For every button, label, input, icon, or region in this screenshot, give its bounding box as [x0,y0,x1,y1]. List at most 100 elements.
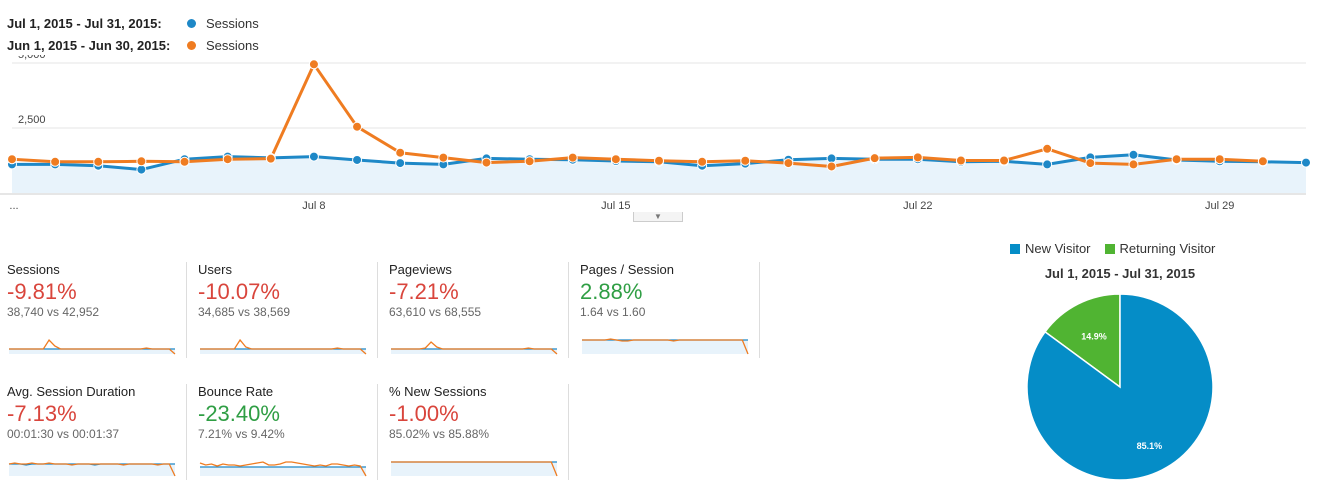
legend-current[interactable]: Jul 1, 2015 - Jul 31, 2015: Sessions [7,12,259,34]
spark-area [582,340,748,354]
sessions-line-chart[interactable]: 5,000 2,500... Jul 8 Jul 15 Jul 22 Jul 29 [0,55,1324,215]
pie-slice-new-visitor[interactable] [1026,293,1214,481]
spark-area [200,467,366,476]
previous-point[interactable] [1171,154,1182,165]
legend-current-metric: Sessions [206,15,259,31]
metric-change: -9.81% [7,279,77,304]
pie-legend: New Visitor Returning Visitor [1010,241,1215,256]
x-tick-label: Jul 29 [1205,200,1234,212]
previous-point[interactable] [1257,156,1268,167]
metric-sparkline [582,338,749,355]
previous-point[interactable] [352,121,363,132]
metric-tile[interactable]: Pages / Session 2.88% 1.64 vs 1.60 [580,262,760,358]
previous-point[interactable] [912,152,923,163]
spark-area [391,349,557,354]
metric-sparkline [8,462,176,477]
y-tick-label: 2,500 [18,114,46,126]
spark-previous-line [9,338,176,355]
previous-point[interactable] [222,154,233,165]
spark-area [391,462,557,476]
spark-area [9,349,175,354]
x-tick-label: Jul 15 [601,200,630,212]
previous-point[interactable] [697,156,708,167]
collapse-chart-handle[interactable]: ▼ [633,212,683,222]
current-point[interactable] [1301,157,1311,168]
x-tick-label: Jul 22 [903,200,932,212]
metric-tile[interactable]: Users -10.07% 34,685 vs 38,569 [198,262,378,358]
previous-point[interactable] [869,153,880,164]
previous-point[interactable] [179,156,190,167]
previous-point[interactable] [265,153,276,164]
metric-compare: 63,610 vs 68,555 [389,305,482,319]
metric-tile[interactable]: Pageviews -7.21% 63,610 vs 68,555 [389,262,569,358]
current-point[interactable] [395,158,406,169]
previous-point[interactable] [524,156,535,167]
pie-slice-label: 14.9% [1081,332,1107,342]
metric-compare: 7.21% vs 9.42% [198,427,285,441]
previous-point[interactable] [7,154,17,165]
pie-legend-new[interactable]: New Visitor [1025,241,1091,256]
x-tick-label: Jul 8 [302,200,325,212]
metric-title: Bounce Rate [198,384,274,399]
returning-visitor-swatch [1104,243,1115,254]
spark-area [200,349,366,354]
previous-point[interactable] [610,154,621,165]
metric-title: % New Sessions [389,384,487,399]
spark-previous-line [199,461,367,477]
previous-point[interactable] [826,161,837,172]
legend-current-range: Jul 1, 2015 - Jul 31, 2015: [7,15,162,31]
previous-point[interactable] [438,152,449,163]
current-point[interactable] [1042,159,1053,170]
current-point[interactable] [136,164,147,175]
previous-point[interactable] [783,158,794,169]
pie-slice-label: 85.1% [1137,441,1163,451]
current-point[interactable] [352,154,363,165]
previous-point[interactable] [136,156,147,167]
previous-point[interactable] [308,59,319,70]
metric-tile[interactable]: Avg. Session Duration -7.13% 00:01:30 vs 0… [7,384,187,480]
previous-point[interactable] [654,155,664,166]
legend-previous[interactable]: Jun 1, 2015 - Jun 30, 2015: Sessions [7,34,259,56]
metric-tile[interactable]: Bounce Rate -23.40% 7.21% vs 9.42% [198,384,378,480]
spark-previous-line [8,462,176,477]
previous-point[interactable] [567,152,578,163]
current-area [12,154,1306,193]
new-visitor-swatch [1010,243,1020,254]
previous-point[interactable] [50,156,61,167]
pie-legend-returning[interactable]: Returning Visitor [1119,241,1216,256]
previous-point[interactable] [1214,154,1225,165]
pie-title: Jul 1, 2015 - Jul 31, 2015 [1044,266,1196,281]
previous-point[interactable] [955,155,966,166]
pie-slice-returning-visitor[interactable] [1044,293,1121,389]
metric-title: Pages / Session [580,262,674,277]
legend-previous-range: Jun 1, 2015 - Jun 30, 2015: [7,37,171,53]
previous-point[interactable] [1085,158,1096,169]
metric-title: Sessions [7,262,60,277]
y-tick-label: 5,000 [18,55,46,61]
metric-compare: 1.64 vs 1.60 [580,305,646,319]
previous-point[interactable] [999,155,1010,166]
visitor-pie-chart[interactable]: 14.9% 85.1% [1025,292,1215,482]
metric-change: -7.21% [389,279,459,304]
current-point[interactable] [1128,149,1139,160]
previous-point[interactable] [1042,143,1053,154]
metric-tile[interactable]: Sessions -9.81% 38,740 vs 42,952 [7,262,187,358]
metric-tile[interactable]: % New Sessions -1.00% 85.02% vs 85.88% [389,384,569,480]
spark-area [9,464,175,476]
previous-point[interactable] [1128,159,1139,170]
legend-previous-metric: Sessions [206,37,259,53]
previous-point[interactable] [395,147,406,158]
previous-point[interactable] [481,157,492,168]
previous-point[interactable] [93,156,104,167]
metric-compare: 34,685 vs 38,569 [198,305,291,319]
legend-current-dot [187,18,196,28]
metric-title: Users [198,262,232,277]
spark-previous-line [200,338,367,355]
previous-point[interactable] [740,155,751,166]
metric-sparkline [9,338,176,355]
triangle-down-icon: ▼ [654,212,662,221]
metric-title: Pageviews [389,262,452,277]
current-point[interactable] [308,151,319,162]
metric-compare: 00:01:30 vs 00:01:37 [7,427,120,441]
spark-previous-line [391,461,558,477]
